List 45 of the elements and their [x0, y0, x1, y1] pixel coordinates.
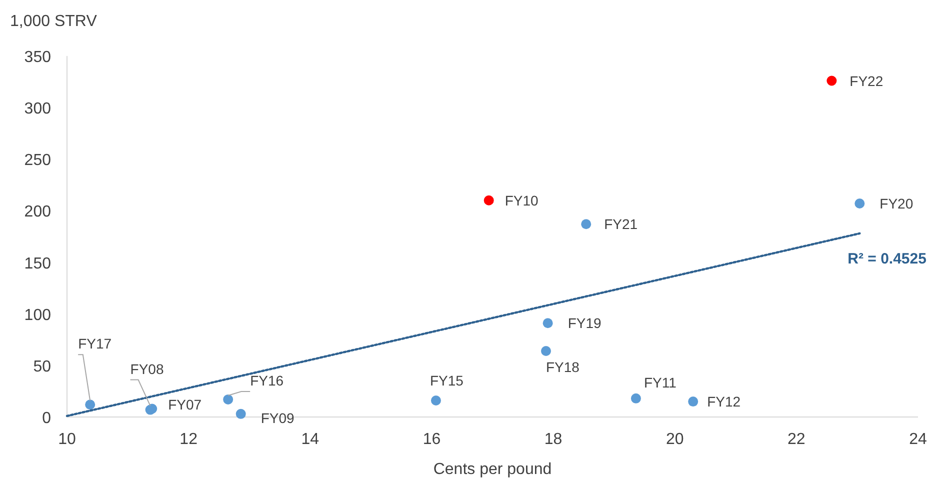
point [581, 219, 592, 230]
point [688, 396, 698, 407]
y-tick-label: 100 [24, 306, 52, 324]
annotation: FY11 [644, 374, 677, 390]
y-tick-label: 300 [24, 100, 52, 118]
annotation: FY07 [168, 396, 202, 413]
point [236, 408, 246, 419]
annotation: FY18 [546, 358, 580, 375]
annotation: R² = 0.4525 [848, 250, 926, 268]
annotation: FY10 [504, 192, 539, 208]
point [854, 198, 865, 208]
annotation: FY08 [130, 360, 164, 377]
x-tick-label: 16 [422, 431, 441, 448]
point [540, 346, 551, 356]
x-tick-label: 10 [58, 431, 76, 448]
point [542, 318, 553, 328]
x-tick-label: 20 [666, 431, 684, 448]
y-tick-label: 350 [24, 49, 52, 66]
y-tick-label: 200 [24, 204, 52, 221]
x-axis-title: Cents per pound [433, 461, 552, 478]
annotation: FY17 [78, 336, 112, 352]
y-tick-label: 50 [33, 358, 52, 376]
point [826, 76, 837, 86]
annotation: FY20 [880, 195, 914, 212]
y-axis-title: 1,000 STRV [10, 13, 98, 30]
x-tick-label: 22 [788, 431, 806, 448]
y-tick-label: 150 [24, 255, 52, 272]
annotation: FY19 [568, 315, 602, 332]
annotation: FY12 [707, 394, 741, 410]
point [484, 195, 494, 206]
point [430, 395, 441, 406]
x-tick-label: 24 [909, 431, 927, 448]
annotation: FY16 [250, 372, 284, 388]
annotation: FY21 [604, 216, 638, 232]
x-tick-label: 14 [301, 431, 320, 448]
x-tick-label: 18 [544, 431, 562, 448]
point [630, 393, 641, 404]
y-tick-label: 250 [24, 152, 52, 170]
point [223, 394, 234, 404]
annotation: FY22 [850, 72, 884, 89]
annotation: FY09 [260, 410, 295, 426]
annotation: FY15 [430, 372, 464, 388]
x-tick-label: 12 [180, 431, 198, 448]
point [85, 400, 96, 410]
y-tick-label: 0 [42, 410, 52, 427]
